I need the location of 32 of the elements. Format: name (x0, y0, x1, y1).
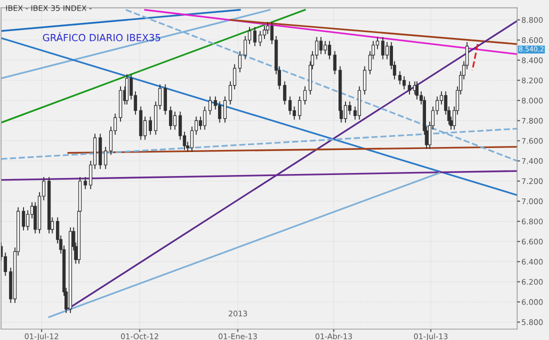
candlestick (381, 36, 384, 60)
candlestick (164, 84, 167, 116)
candlestick (238, 50, 242, 73)
candlestick (344, 101, 348, 124)
annotation: GRÁFICO DIARIO IBEX35 (42, 32, 160, 42)
candlestick (288, 96, 292, 116)
candlestick (328, 40, 332, 60)
candlestick (104, 146, 108, 170)
candlestick (408, 80, 412, 95)
candlestick (223, 96, 227, 124)
candlestick (303, 86, 307, 105)
candlestick (84, 176, 87, 190)
candlestick (363, 66, 366, 95)
candlestick (169, 106, 172, 130)
candlestick (253, 26, 256, 47)
candlestick (262, 25, 266, 40)
candlestick (173, 111, 177, 130)
candlestick (148, 116, 152, 136)
candlestick (208, 96, 212, 116)
candlestick (125, 74, 129, 105)
candlestick (348, 101, 352, 116)
candlestick (258, 30, 262, 47)
candlestick (298, 96, 302, 120)
candlestick (415, 80, 419, 100)
candlestick (218, 101, 222, 124)
candlestick (283, 80, 286, 105)
candlestick (203, 106, 206, 130)
candlestick (324, 40, 327, 55)
candlestick (26, 210, 30, 231)
candlestick (333, 50, 336, 75)
candlestick (22, 206, 26, 231)
candlestick (319, 36, 323, 55)
